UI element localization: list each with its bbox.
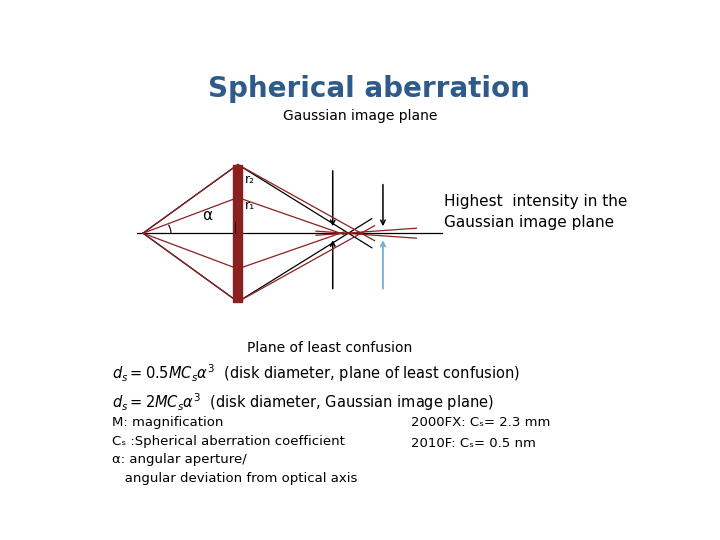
Text: r₁: r₁ — [245, 199, 255, 212]
Text: M: magnification
Cₛ :Spherical aberration coefficient
α: angular aperture/
   an: M: magnification Cₛ :Spherical aberratio… — [112, 416, 358, 485]
Text: 2000FX: Cₛ= 2.3 mm
2010F: Cₛ= 0.5 nm: 2000FX: Cₛ= 2.3 mm 2010F: Cₛ= 0.5 nm — [411, 416, 550, 450]
Text: Gaussian image plane: Gaussian image plane — [284, 109, 438, 123]
Text: $d_s = 2MC_s\alpha^3$  (disk diameter, Gaussian image plane): $d_s = 2MC_s\alpha^3$ (disk diameter, Ga… — [112, 391, 494, 413]
Text: Highest  intensity in the
Gaussian image plane: Highest intensity in the Gaussian image … — [444, 194, 628, 231]
Text: r₂: r₂ — [245, 173, 255, 186]
Text: α: α — [202, 208, 212, 223]
Text: $d_s = 0.5MC_s\alpha^3$  (disk diameter, plane of least confusion): $d_s = 0.5MC_s\alpha^3$ (disk diameter, … — [112, 362, 520, 384]
Text: Plane of least confusion: Plane of least confusion — [247, 341, 413, 355]
Text: Spherical aberration: Spherical aberration — [208, 75, 530, 103]
